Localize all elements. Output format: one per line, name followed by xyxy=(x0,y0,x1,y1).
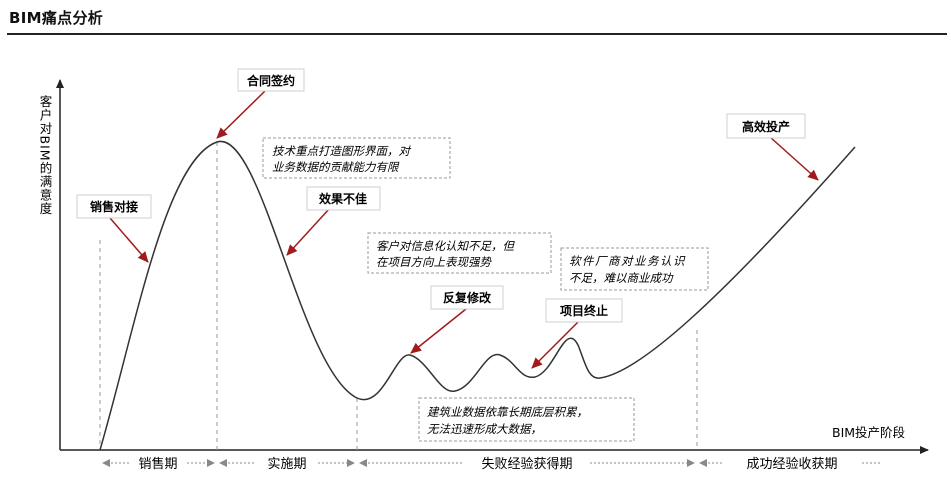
callout-termination: 项目终止 xyxy=(545,298,623,323)
callout-arrow xyxy=(286,207,331,256)
callout-arrow xyxy=(410,308,467,354)
note-construction-data-line1: 建筑业数据依靠长期底层积累， xyxy=(427,405,588,419)
x-axis-label: BIM投产阶段 xyxy=(832,425,905,440)
note-construction-data-line2: 无法迅速形成大数据， xyxy=(427,422,542,436)
callout-sales-connect-label: 销售对接 xyxy=(90,199,138,214)
satisfaction-curve xyxy=(99,141,856,451)
phase-implementation: 实施期 xyxy=(219,457,355,472)
page-title: BIM痛点分析 xyxy=(9,9,104,27)
callout-arrow xyxy=(769,136,819,181)
callout-revision-label: 反复修改 xyxy=(443,290,492,305)
phase-implementation-label: 实施期 xyxy=(267,457,306,472)
y-axis-label: 客户对BIM的满意度 xyxy=(38,94,53,216)
callout-arrow xyxy=(216,90,266,139)
note-tech-focus-line2: 业务数据的贡献能力有限 xyxy=(272,160,400,174)
note-client-awareness-line2: 在项目方向上表现强势 xyxy=(376,255,492,269)
phase-failure-experience-label: 失败经验获得期 xyxy=(481,456,572,472)
note-client-awareness-line1: 客户对信息化认知不足，但 xyxy=(376,239,515,253)
note-vendor-awareness-line1: 软件厂商对业务认识 xyxy=(569,254,686,268)
callout-poor-effect-label: 效果不佳 xyxy=(319,191,367,206)
note-tech-focus-line1: 技术重点打造图形界面，对 xyxy=(272,144,411,158)
phase-success-experience: 成功经验收获期 xyxy=(699,456,880,472)
title-underline xyxy=(7,33,947,35)
note-tech-focus: 技术重点打造图形界面，对 业务数据的贡献能力有限 xyxy=(262,137,451,179)
note-construction-data: 建筑业数据依靠长期底层积累， 无法迅速形成大数据， xyxy=(418,397,635,442)
callout-poor-effect: 效果不佳 xyxy=(306,186,381,211)
note-client-awareness: 客户对信息化认知不足，但 在项目方向上表现强势 xyxy=(367,232,552,274)
phase-sales-label: 销售期 xyxy=(138,456,177,472)
callout-high-efficiency: 高效投产 xyxy=(726,113,806,139)
phase-success-experience-label: 成功经验收获期 xyxy=(746,456,837,472)
note-vendor-awareness-line2: 不足，难以商业成功 xyxy=(569,271,674,285)
note-vendor-awareness: 软件厂商对业务认识 不足，难以商业成功 xyxy=(560,247,709,291)
callout-revision: 反复修改 xyxy=(430,285,504,310)
phase-sales: 销售期 xyxy=(102,456,215,472)
callout-high-efficiency-label: 高效投产 xyxy=(742,119,790,134)
callout-contract: 合同签约 xyxy=(237,68,305,92)
phase-failure-experience: 失败经验获得期 xyxy=(359,456,695,472)
callout-contract-label: 合同签约 xyxy=(247,73,295,88)
callout-termination-label: 项目终止 xyxy=(560,303,608,318)
callout-arrow xyxy=(109,217,149,263)
callout-sales-connect: 销售对接 xyxy=(76,194,152,219)
callout-arrow xyxy=(531,321,579,369)
